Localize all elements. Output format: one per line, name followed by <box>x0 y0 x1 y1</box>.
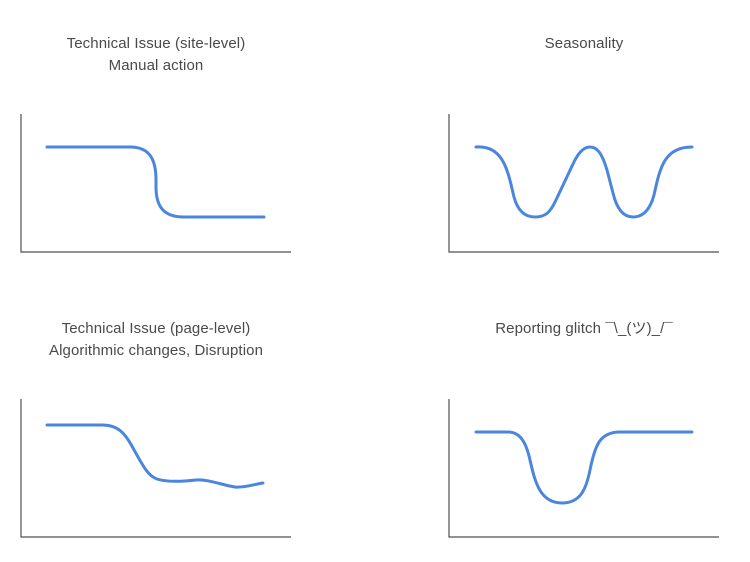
axis-lines <box>448 114 719 253</box>
panel-title-seasonality: Seasonality <box>434 33 734 55</box>
panel-title-reporting-glitch: Reporting glitch ¯\_(ツ)_/¯ <box>434 318 734 340</box>
trend-line-site-level <box>45 145 266 219</box>
panel-reporting-glitch <box>448 399 719 538</box>
panel-title-page-level: Technical Issue (page-level) Algorithmic… <box>6 318 306 362</box>
panel-page-level <box>20 399 291 538</box>
panel-title-line: Algorithmic changes, Disruption <box>48 342 264 359</box>
axis-lines <box>448 399 719 538</box>
trend-line-page-level <box>45 423 265 489</box>
trend-line-seasonality <box>474 145 694 219</box>
axis-lines <box>20 114 291 253</box>
panel-title-line: Reporting glitch ¯\_(ツ)_/¯ <box>495 320 673 337</box>
panel-site-level <box>20 114 291 253</box>
panel-title-line: Technical Issue (site-level) <box>66 35 246 52</box>
trend-line-reporting-glitch <box>474 430 694 505</box>
axis-lines <box>20 399 291 538</box>
panel-title-line: Manual action <box>108 57 204 74</box>
panel-seasonality <box>448 114 719 253</box>
panel-title-line: Technical Issue (page-level) <box>61 320 251 337</box>
panel-title-site-level: Technical Issue (site-level) Manual acti… <box>6 33 306 77</box>
panel-title-line: Seasonality <box>544 35 624 52</box>
